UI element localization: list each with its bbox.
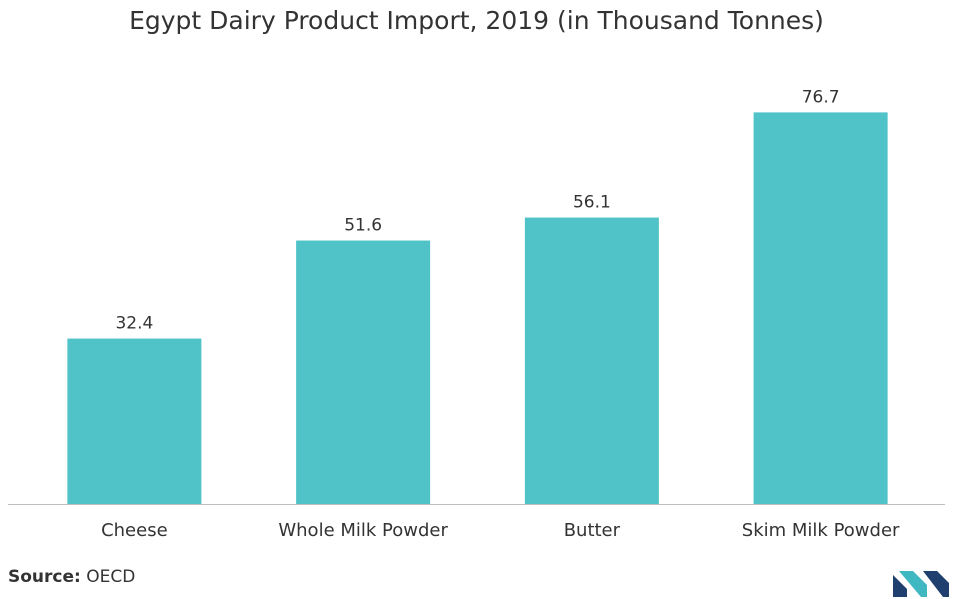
bar-butter [524,217,659,504]
data-label: 56.1 [573,193,611,213]
data-label: 51.6 [344,216,382,236]
bar-whole-milk-powder [296,240,431,504]
x-tick-label: Butter [564,520,621,541]
source-label: Source: [8,567,81,587]
bar-skim-milk-powder [753,112,888,505]
data-label: 32.4 [115,314,153,334]
x-tick-label: Whole Milk Powder [278,520,448,541]
logo-mid-shape [899,571,927,597]
logo-right-shape [923,571,949,597]
x-tick-label: Cheese [101,520,168,541]
brand-logo-icon [893,571,949,597]
data-label: 76.7 [802,87,840,107]
chart-title: Egypt Dairy Product Import, 2019 (in Tho… [129,6,824,35]
bar-cheese [67,338,202,504]
source-value: OECD [86,567,136,587]
x-tick-label: Skim Milk Powder [742,520,900,541]
logo-left-shape [893,575,907,597]
source-note: Source: OECD [8,567,135,587]
